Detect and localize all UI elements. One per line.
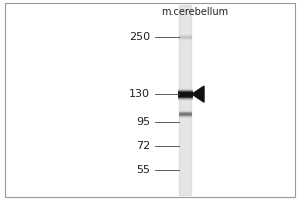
- Text: m.cerebellum: m.cerebellum: [161, 7, 229, 17]
- FancyBboxPatch shape: [5, 3, 295, 197]
- Text: 95: 95: [136, 117, 150, 127]
- Text: 130: 130: [129, 89, 150, 99]
- Bar: [179, 5, 191, 195]
- Text: 72: 72: [136, 141, 150, 151]
- Text: 55: 55: [136, 165, 150, 175]
- Text: 250: 250: [129, 32, 150, 42]
- Polygon shape: [192, 86, 204, 102]
